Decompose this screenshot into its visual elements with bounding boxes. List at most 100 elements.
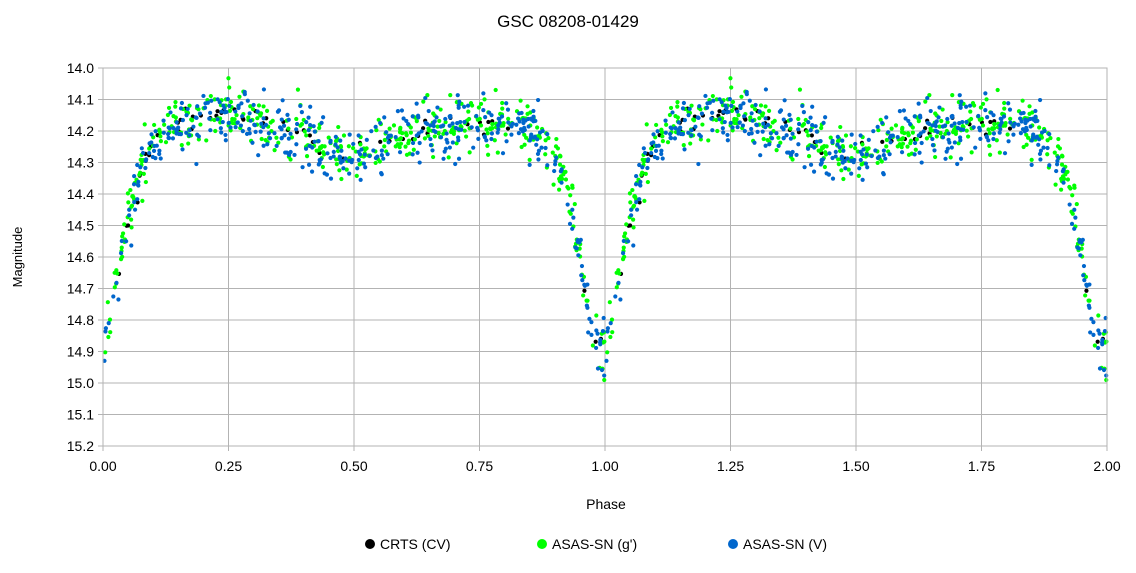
data-point <box>286 117 291 122</box>
data-point <box>800 103 805 109</box>
data-point <box>208 93 213 99</box>
data-point <box>912 152 917 157</box>
data-point <box>719 100 724 105</box>
data-point <box>937 105 942 110</box>
data-point <box>287 152 292 157</box>
data-point <box>476 105 481 110</box>
data-point <box>645 179 650 185</box>
data-point <box>141 171 146 176</box>
data-point <box>381 156 386 161</box>
data-point <box>1029 157 1034 162</box>
data-point <box>906 118 911 124</box>
data-point <box>1037 137 1042 142</box>
data-point <box>240 114 245 119</box>
data-point <box>161 118 166 123</box>
data-point <box>995 87 1000 93</box>
data-point <box>153 129 158 134</box>
data-point <box>986 138 991 143</box>
data-point <box>721 109 726 114</box>
data-point <box>933 123 938 129</box>
data-point <box>681 143 686 148</box>
data-point <box>114 268 119 273</box>
data-point <box>165 112 171 118</box>
data-point <box>408 125 413 130</box>
data-point <box>1016 122 1021 127</box>
data-point <box>1067 202 1072 207</box>
data-point <box>374 127 379 133</box>
data-point <box>298 123 303 128</box>
data-point <box>129 217 134 222</box>
data-point <box>312 129 317 134</box>
data-point <box>126 200 131 205</box>
data-point <box>435 124 440 129</box>
data-point <box>670 110 675 115</box>
data-point <box>865 165 870 170</box>
data-point <box>579 273 584 278</box>
data-point <box>576 253 581 258</box>
data-point <box>964 128 969 133</box>
data-point <box>490 122 495 127</box>
data-point <box>766 108 772 113</box>
data-point <box>887 152 892 157</box>
data-point <box>645 165 650 171</box>
data-point <box>136 179 141 184</box>
data-point <box>810 123 815 128</box>
data-point <box>947 140 952 145</box>
data-point <box>906 152 912 157</box>
x-tick-label: 0.00 <box>89 458 116 474</box>
data-point <box>379 170 384 176</box>
data-point <box>994 138 999 143</box>
data-point <box>754 122 759 127</box>
data-point <box>1091 320 1096 325</box>
data-point <box>808 162 814 167</box>
data-point <box>680 106 686 111</box>
data-point <box>968 116 974 122</box>
data-point <box>514 122 519 127</box>
data-point <box>294 121 300 127</box>
data-point <box>796 116 801 122</box>
data-point <box>127 213 132 218</box>
legend-marker <box>728 539 738 549</box>
data-point <box>552 168 557 174</box>
data-point <box>598 342 603 347</box>
data-point <box>135 200 140 205</box>
data-point <box>108 330 113 335</box>
data-point <box>878 117 883 122</box>
data-point <box>715 128 720 134</box>
data-point <box>493 87 498 93</box>
data-point <box>710 110 715 115</box>
data-point <box>678 131 684 137</box>
data-point <box>359 147 364 152</box>
data-point <box>853 145 858 151</box>
data-point <box>237 94 242 99</box>
data-point <box>168 110 173 115</box>
data-point <box>729 85 734 90</box>
data-point <box>1061 180 1066 185</box>
data-point <box>983 108 988 113</box>
data-point <box>1059 162 1065 167</box>
data-point <box>999 120 1004 125</box>
data-point <box>776 143 781 148</box>
data-point <box>806 133 811 138</box>
data-point <box>830 176 836 181</box>
data-point <box>404 152 410 157</box>
data-point <box>450 140 455 145</box>
data-point <box>124 239 129 244</box>
data-point <box>1006 139 1011 144</box>
data-point <box>1038 148 1044 153</box>
data-point <box>431 154 436 160</box>
data-point <box>991 131 997 136</box>
data-point <box>312 139 317 144</box>
x-axis-ticks: 0.00 0.25 0.50 0.75 1.00 1.25 1.50 1.75 2.00 <box>89 446 1121 474</box>
data-point <box>432 134 437 139</box>
data-point <box>943 156 948 161</box>
data-point <box>555 146 561 151</box>
data-point <box>1070 193 1075 198</box>
data-point <box>459 127 464 132</box>
data-point <box>987 131 992 136</box>
data-point <box>362 152 367 157</box>
data-point <box>835 142 840 147</box>
data-point <box>195 104 200 109</box>
data-point <box>340 159 345 164</box>
data-point <box>1102 329 1108 334</box>
